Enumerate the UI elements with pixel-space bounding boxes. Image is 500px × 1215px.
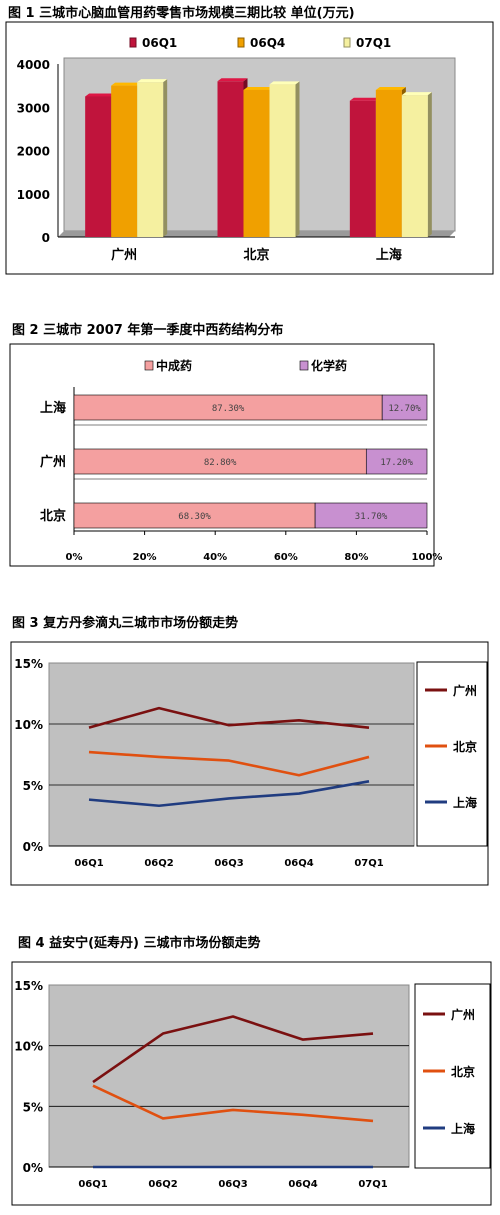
chart2-x-tick-label: 60% xyxy=(274,552,298,563)
chart1-bar xyxy=(85,96,112,237)
chart1-bar-top xyxy=(401,92,432,96)
chart2-bar-segment xyxy=(381,394,428,421)
chart4-x-tick-label: 06Q4 xyxy=(288,1179,317,1190)
chart3-legend-label: 上海 xyxy=(453,795,477,810)
chart3-legend-label: 广州 xyxy=(453,683,477,698)
chart2-legend-label: 中成药 xyxy=(156,358,192,373)
chart2-x-tick-label: 20% xyxy=(133,552,157,563)
chart1-y-tick-label: 4000 xyxy=(17,58,50,72)
chart1-bar xyxy=(375,89,402,237)
chart1-bar xyxy=(111,85,138,237)
chart1-bar-top xyxy=(137,79,168,83)
chart1-bar xyxy=(243,89,270,237)
chart3-y-tick-label: 10% xyxy=(14,718,43,732)
chart4-y-tick-label: 15% xyxy=(14,979,43,993)
chart1-legend-swatch xyxy=(343,37,351,48)
chart4-y-tick-label: 5% xyxy=(23,1100,43,1114)
chart3-series-line xyxy=(88,750,370,777)
chart2-bar-segment xyxy=(365,448,428,475)
chart4-legend-label: 上海 xyxy=(451,1121,475,1136)
chart4-series-line xyxy=(92,1015,374,1084)
figure-1-title: 图 1 三城市心脑血管用药零售市场规模三期比较 单位(万元) xyxy=(8,6,355,21)
chart2-data-label: 17.20% xyxy=(380,458,413,468)
chart2-y-tick-label: 北京 xyxy=(40,508,66,524)
chart1-bar-top xyxy=(349,97,380,101)
chart3-y-tick-label: 0% xyxy=(23,840,43,854)
chart1-y-tick-label: 2000 xyxy=(17,145,50,159)
chart1-bar-top xyxy=(217,78,248,82)
chart1-legend-label: 06Q1 xyxy=(142,36,177,50)
chart4-x-tick-label: 07Q1 xyxy=(358,1179,387,1190)
chart1-bar-top xyxy=(85,93,116,97)
chart1-y-tick-label: 3000 xyxy=(17,101,50,115)
chart1-bar-side xyxy=(295,81,300,237)
chart2-x-tick-label: 100% xyxy=(412,552,443,563)
chart1-bar-top xyxy=(243,86,274,90)
chart1-x-tick-label: 上海 xyxy=(376,247,402,263)
chart4-legend-label: 北京 xyxy=(451,1064,475,1079)
chart2-data-label: 12.70% xyxy=(388,404,421,414)
chart3-x-tick-label: 06Q3 xyxy=(214,858,243,869)
chart1-legend-swatch xyxy=(237,37,245,48)
chart3-series-line xyxy=(88,780,370,808)
chart1-bar-top xyxy=(111,82,142,86)
chart1-bar xyxy=(217,81,244,237)
chart4-x-tick-label: 06Q2 xyxy=(148,1179,177,1190)
figure-2-title: 图 2 三城市 2007 年第一季度中西药结构分布 xyxy=(12,323,284,338)
figure-4-title: 图 4 益安宁(延寿丹) 三城市市场份额走势 xyxy=(18,936,261,951)
chart4-x-tick-label: 06Q3 xyxy=(218,1179,247,1190)
chart1-bar xyxy=(349,100,376,237)
chart2-x-tick-label: 0% xyxy=(66,552,83,563)
chart2-legend-swatch xyxy=(144,360,154,371)
chart2-legend-swatch xyxy=(299,360,309,371)
chart4-y-tick-label: 0% xyxy=(23,1161,43,1175)
chart1-x-tick-label: 广州 xyxy=(111,247,137,263)
chart3-legend-label: 北京 xyxy=(453,739,477,754)
chart2-legend-label: 化学药 xyxy=(311,358,347,373)
chart1-bar xyxy=(401,95,428,237)
chart1-x-tick-label: 北京 xyxy=(243,247,269,263)
chart2-x-tick-label: 80% xyxy=(344,552,368,563)
chart1-legend-label: 07Q1 xyxy=(356,36,391,50)
chart1-bar xyxy=(269,84,296,237)
figure-3-title: 图 3 复方丹参滴丸三城市市场份额走势 xyxy=(12,616,239,631)
chart1-bar xyxy=(137,82,164,237)
chart3-series-line xyxy=(88,706,370,729)
chart4-legend-label: 广州 xyxy=(451,1007,475,1022)
chart2-data-label: 31.70% xyxy=(355,512,388,522)
chart3-x-tick-label: 06Q2 xyxy=(144,858,173,869)
chart1-bar-side xyxy=(427,92,432,237)
chart3-x-tick-label: 06Q4 xyxy=(284,858,313,869)
chart2-y-tick-label: 上海 xyxy=(40,400,66,416)
chart2-y-tick-label: 广州 xyxy=(40,454,66,470)
chart3-plot-area xyxy=(48,662,415,847)
chart3-y-tick-label: 15% xyxy=(14,657,43,671)
chart2-x-tick-label: 40% xyxy=(203,552,227,563)
chart2-data-label: 82.80% xyxy=(204,458,237,468)
chart1-bar-top xyxy=(269,81,300,85)
chart4-y-tick-label: 10% xyxy=(14,1040,43,1054)
chart3-legend-box xyxy=(416,661,488,847)
chart1-bar-top xyxy=(375,86,406,90)
chart3-x-tick-label: 07Q1 xyxy=(354,858,383,869)
chart3-x-tick-label: 06Q1 xyxy=(74,858,103,869)
chart4-x-tick-label: 06Q1 xyxy=(78,1179,107,1190)
chart1-legend-swatch xyxy=(129,37,137,48)
chart1-legend-label: 06Q4 xyxy=(250,36,285,50)
chart4-series-line xyxy=(92,1084,374,1123)
chart3-y-tick-label: 5% xyxy=(23,779,43,793)
chart2-bar-segment xyxy=(73,448,367,475)
chart1-bar-side xyxy=(163,79,168,237)
chart2-data-label: 68.30% xyxy=(178,512,211,522)
chart2-data-label: 87.30% xyxy=(212,404,245,414)
chart4-plot-area xyxy=(48,984,410,1168)
chart1-y-tick-label: 0 xyxy=(42,231,50,245)
chart1-y-tick-label: 1000 xyxy=(17,188,50,202)
chart2-bar-segment xyxy=(314,502,428,529)
